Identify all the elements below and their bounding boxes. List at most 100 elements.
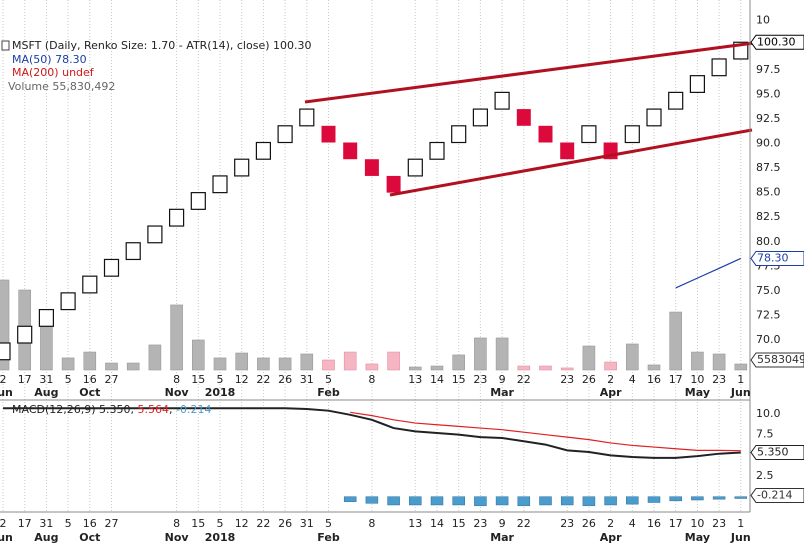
x-tick-label: 13 <box>408 373 422 386</box>
x-tick-label: 8 <box>173 373 180 386</box>
volume-bar <box>582 345 596 371</box>
volume-bar <box>408 366 422 371</box>
value-tag <box>750 444 804 460</box>
volume-bar <box>105 362 118 371</box>
macd-hist <box>409 496 422 506</box>
macd-hist <box>517 496 531 507</box>
macd-hist <box>474 496 487 507</box>
x-tick-label: 5 <box>217 517 224 530</box>
volume-bar <box>539 365 552 371</box>
month-label: Jun <box>0 531 13 544</box>
macd-hist <box>560 496 574 506</box>
x-tick-label: 4 <box>629 373 636 386</box>
x-tick-label: 4 <box>629 517 636 530</box>
down-brick <box>364 159 379 176</box>
macd-line <box>3 407 741 459</box>
x-tick-label: 22 <box>256 517 270 530</box>
up-brick <box>255 141 271 160</box>
volume-bar <box>517 365 531 371</box>
volume-bar <box>669 311 683 371</box>
macd-hist <box>495 496 509 506</box>
legend-ma: MA(50) 78.30 <box>12 53 87 66</box>
trend-line <box>304 36 793 104</box>
value-tag <box>750 487 804 503</box>
month-label: Oct <box>79 531 100 544</box>
x-tick-label: 13 <box>408 517 422 530</box>
labels-layer: 70.072.575.077.580.082.585.087.590.092.5… <box>0 14 804 544</box>
volume-bar <box>83 351 97 371</box>
x-tick-label: 22 <box>517 373 531 386</box>
volume-bar <box>712 353 726 371</box>
y-tick-label: 72.5 <box>756 308 781 321</box>
up-brick <box>17 325 33 344</box>
x-tick-label: 22 <box>517 517 531 530</box>
value-tag <box>750 34 804 50</box>
macd-hist <box>343 496 357 502</box>
x-tick-label: 2 <box>0 517 7 530</box>
x-tick-label: 15 <box>191 517 205 530</box>
x-tick-label: 23 <box>560 373 574 386</box>
grid-layer <box>2 0 742 512</box>
x-tick-label: 12 <box>235 373 249 386</box>
ma-value: undef <box>62 66 95 79</box>
macd-hist <box>452 496 465 506</box>
up-brick <box>407 158 423 177</box>
y-tick-label: 82.5 <box>756 210 781 223</box>
volume-tag: 5583049 <box>757 353 804 366</box>
signal-line <box>350 411 741 452</box>
volume-bar <box>604 361 617 371</box>
macd-hist <box>582 496 596 507</box>
volume-bar <box>474 337 487 371</box>
signal-value: 5.564 <box>138 403 170 416</box>
y-tick-label: 92.5 <box>756 112 781 125</box>
macd-hist <box>691 496 704 501</box>
up-brick <box>60 292 76 311</box>
x-tick-label: 23 <box>473 373 487 386</box>
volume-bar <box>430 365 444 371</box>
month-label: Mar <box>490 531 514 544</box>
macd-hist <box>669 496 682 502</box>
x-tick-label: 27 <box>105 373 119 386</box>
up-brick <box>299 108 315 127</box>
up-brick <box>82 275 98 294</box>
value-tag <box>750 352 804 368</box>
month-label: 2018 <box>205 531 236 544</box>
value-tag <box>750 250 804 266</box>
up-brick <box>689 75 706 93</box>
down-brick <box>386 175 401 193</box>
month-label: Apr <box>600 531 622 544</box>
x-tick-label: 15 <box>191 373 205 386</box>
month-label: Feb <box>317 386 340 399</box>
x-tick-label: 14 <box>430 517 444 530</box>
up-brick <box>103 258 120 277</box>
month-label: Jun <box>730 531 751 544</box>
x-tick-label: 23 <box>712 517 726 530</box>
macd-tick-label: 7.5 <box>756 428 774 441</box>
y-tick-label: 75.0 <box>756 284 781 297</box>
x-tick-label: 26 <box>582 517 596 530</box>
x-tick-label: 5 <box>217 373 224 386</box>
volume-bar <box>322 359 335 371</box>
macd-hist <box>430 496 444 506</box>
volume-bar <box>343 351 357 371</box>
macd-hist <box>712 496 726 500</box>
last-tag: 100.30 <box>757 35 796 48</box>
volume-name: Volume <box>8 80 49 93</box>
up-brick <box>147 225 163 244</box>
down-brick <box>560 142 575 160</box>
macd-hist <box>604 496 617 506</box>
y-tick-label: 80.0 <box>756 235 781 248</box>
x-tick-label: 22 <box>256 373 270 386</box>
volume-bar <box>495 337 509 371</box>
up-brick <box>581 125 597 144</box>
up-brick <box>624 125 640 144</box>
up-brick <box>451 125 467 144</box>
up-brick <box>212 175 228 194</box>
month-label: Jun <box>730 386 751 399</box>
x-tick-label: 9 <box>499 517 506 530</box>
month-label: May <box>685 531 710 544</box>
up-brick <box>472 108 488 127</box>
x-tick-label: 17 <box>18 517 32 530</box>
